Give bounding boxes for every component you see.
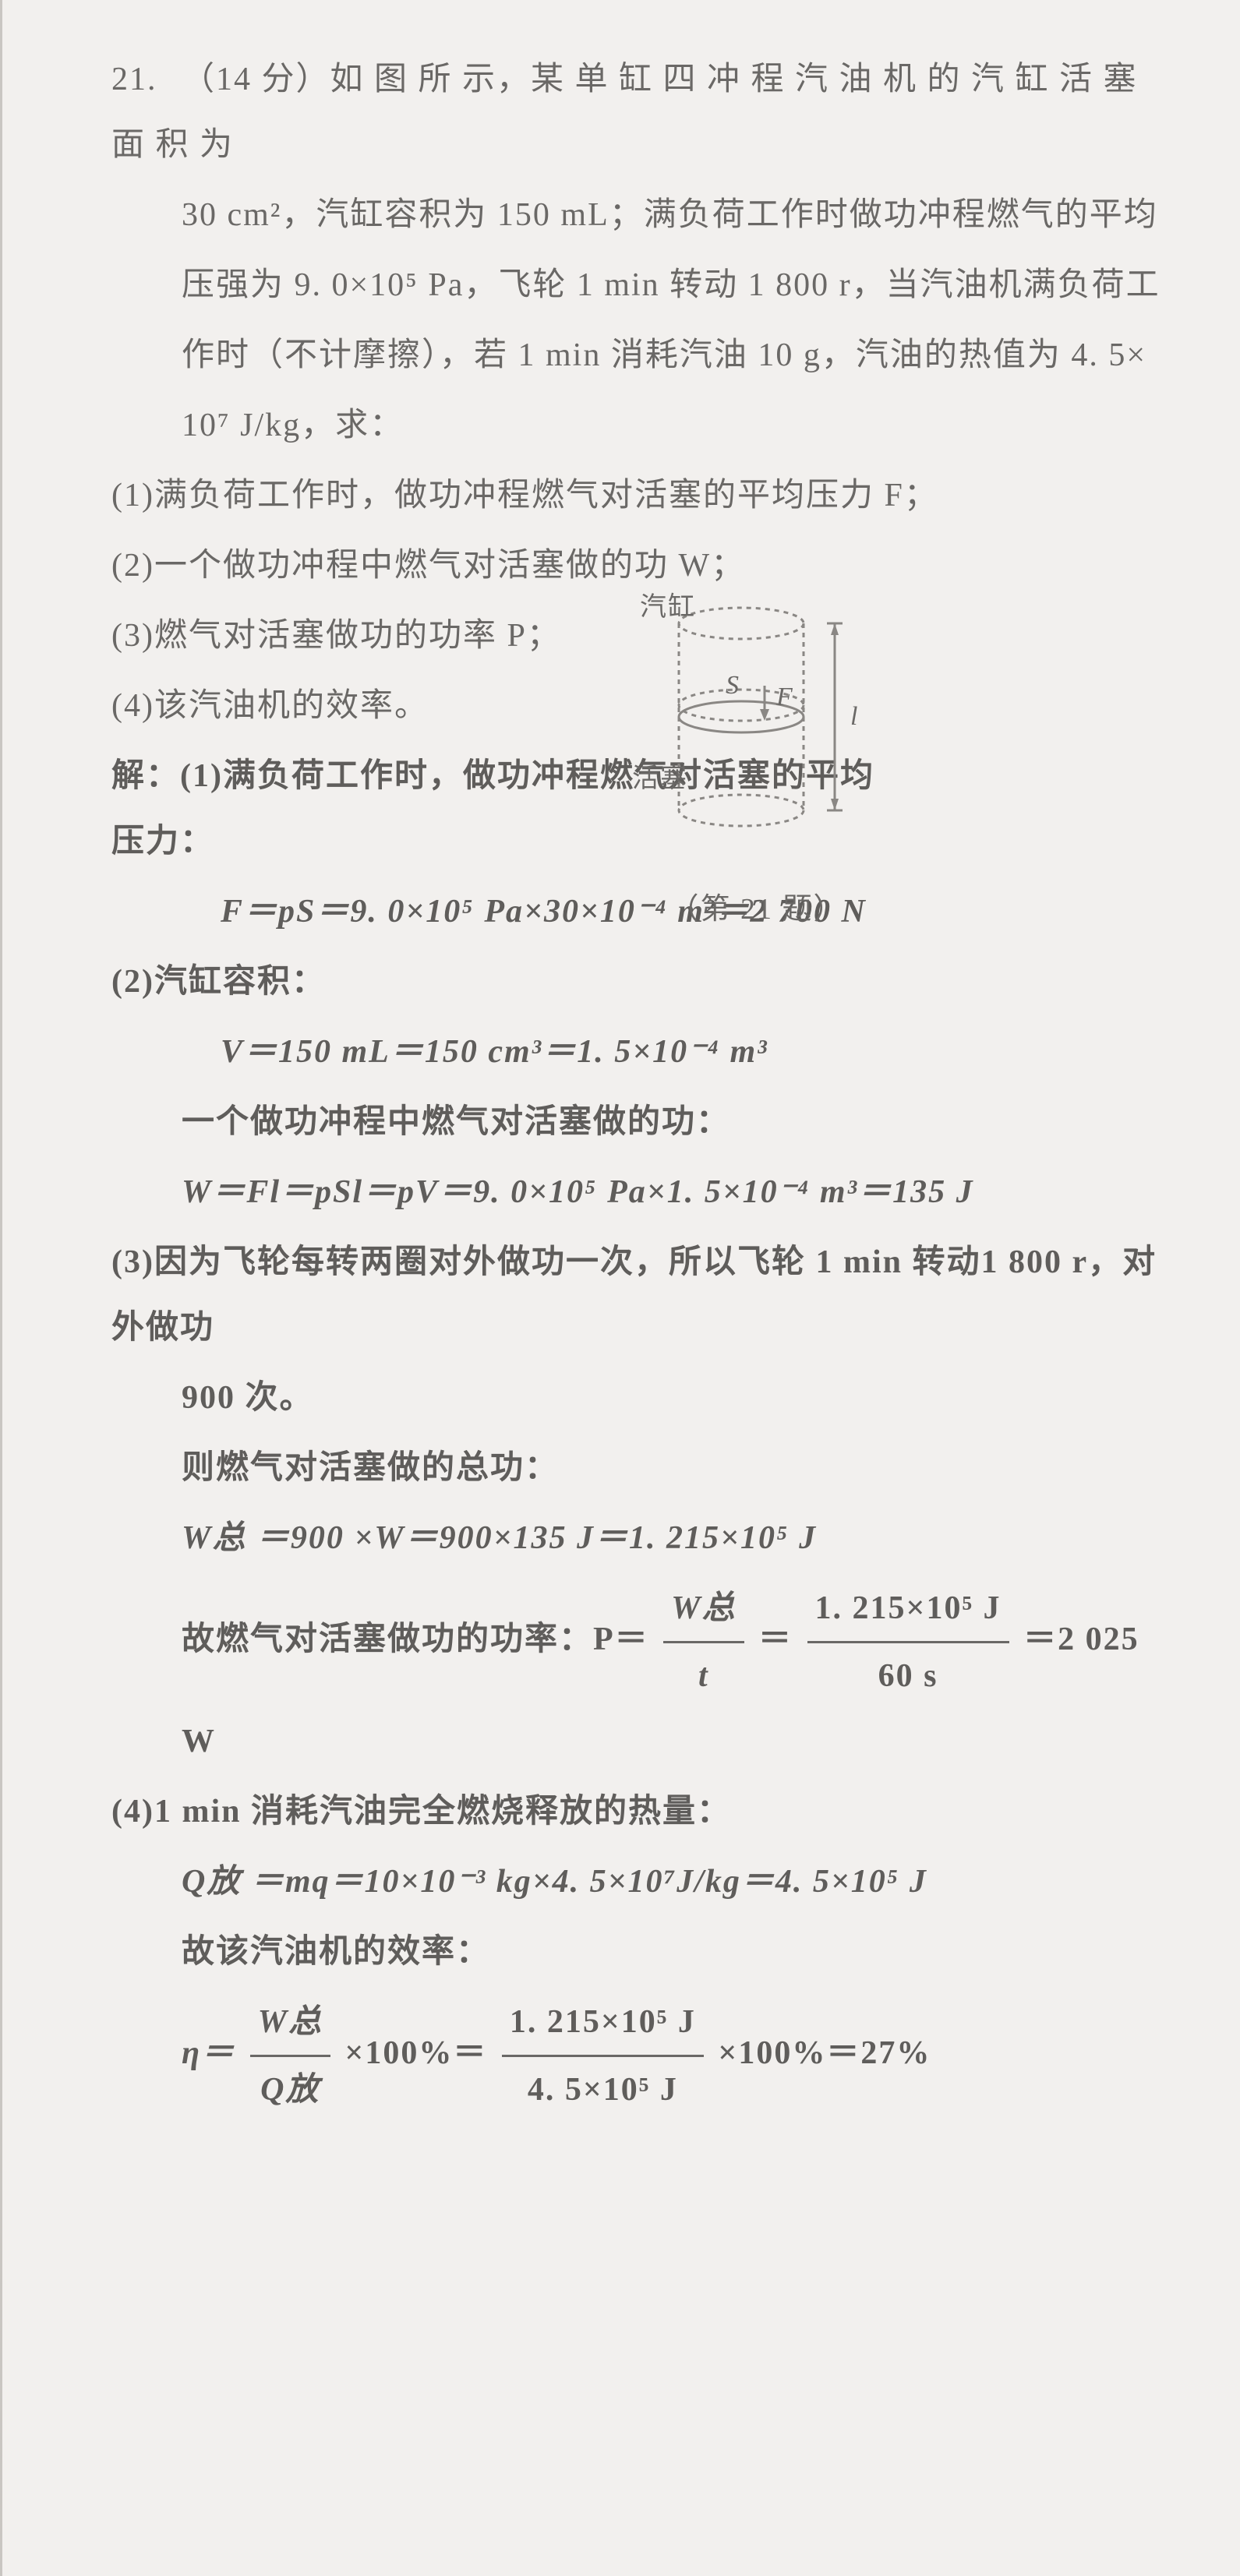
stem-l5: 10⁷ J/kg，求： xyxy=(111,393,1178,458)
frac-den: t xyxy=(663,1643,744,1709)
fraction-eff-value: 1. 215×10⁵ J 4. 5×10⁵ J xyxy=(502,1989,704,2123)
fraction-w-over-t: W总 t xyxy=(663,1576,744,1709)
solution-2-head: (2)汽缸容积： xyxy=(111,949,1178,1015)
fraction-w-over-q: W总 Q放 xyxy=(250,1989,330,2123)
s3-mid: ＝ xyxy=(758,1621,793,1657)
s3-eq1-text: W总 ＝900 ×W＝900×135 J＝1. 215×10⁵ J xyxy=(182,1520,817,1556)
solution-3-text1b: 900 次。 xyxy=(111,1365,1178,1431)
frac-num: W总 xyxy=(663,1576,744,1643)
label-cylinder: 汽缸 xyxy=(640,592,696,622)
stem-l2: 30 cm²，汽缸容积为 150 mL；满负荷工作时做功冲程燃气的平均 xyxy=(111,182,1178,248)
solution-2-text: 一个做功冲程中燃气对活塞做的功： xyxy=(111,1089,1178,1155)
solution-3-text2: 则燃气对活塞做的总功： xyxy=(111,1435,1178,1501)
question-line-1: 21.（14 分）如 图 所 示，某 单 缸 四 冲 程 汽 油 机 的 汽 缸… xyxy=(111,47,1178,178)
solution-4-text1: (4)1 min 消耗汽油完全燃烧释放的热量： xyxy=(111,1779,1178,1844)
label-f: F xyxy=(775,683,794,711)
solution-3-eq1: W总 ＝900 ×W＝900×135 J＝1. 215×10⁵ J xyxy=(111,1505,1178,1571)
s2-eq2-text: W＝Fl＝pSl＝pV＝9. 0×10⁵ Pa×1. 5×10⁻⁴ m³＝135… xyxy=(182,1174,974,1210)
frac4-num: 1. 215×10⁵ J xyxy=(502,1989,704,2057)
figure-caption: （第 21 题） xyxy=(624,880,889,939)
cylinder-diagram: 汽缸 活塞 S F l xyxy=(624,592,889,842)
subquestion-1: (1)满负荷工作时，做功冲程燃气对活塞的平均压力 F； xyxy=(111,463,1178,528)
frac2-den: 60 s xyxy=(807,1643,1009,1709)
solution-4-eq1: Q放 ＝mq＝10×10⁻³ kg×4. 5×10⁷J/kg＝4. 5×10⁵ … xyxy=(111,1849,1178,1914)
question-number: 21. xyxy=(111,47,182,112)
frac4-den: 4. 5×10⁵ J xyxy=(502,2057,704,2123)
frac3-den: Q放 xyxy=(250,2057,330,2123)
solution-4-eq2: η＝ W总 Q放 ×100%＝ 1. 215×10⁵ J 4. 5×10⁵ J … xyxy=(111,1989,1178,2123)
solution-3-eq2: 故燃气对活塞做功的功率：P＝ W总 t ＝ 1. 215×10⁵ J 60 s … xyxy=(111,1576,1178,1774)
solution-2-eq1: V＝150 mL＝150 cm³＝1. 5×10⁻⁴ m³ xyxy=(111,1019,1178,1085)
solution-3-text1: (3)因为飞轮每转两圈对外做功一次，所以飞轮 1 min 转动1 800 r，对… xyxy=(111,1230,1178,1360)
subquestion-2: (2)一个做功冲程中燃气对活塞做的功 W； xyxy=(111,533,1178,598)
label-l: l xyxy=(850,702,859,731)
label-piston: 活塞 xyxy=(632,764,688,793)
figure-block: 汽缸 活塞 S F l （第 21 题） xyxy=(624,592,1170,939)
solution-4-text2: 故该汽油机的效率： xyxy=(111,1919,1178,1985)
fraction-value: 1. 215×10⁵ J 60 s xyxy=(807,1576,1009,1709)
s4-post: ×100%＝27% xyxy=(718,2035,931,2071)
s4-eta: η＝ xyxy=(182,2035,235,2071)
frac2-num: 1. 215×10⁵ J xyxy=(807,1576,1009,1643)
s4-mid1: ×100%＝ xyxy=(344,2035,487,2071)
frac3-num: W总 xyxy=(250,1989,330,2057)
stem-l3: 压强为 9. 0×10⁵ Pa，飞轮 1 min 转动 1 800 r，当汽油机… xyxy=(111,252,1178,318)
page: 汽缸 活塞 S F l （第 21 题） 21.（14 分）如 图 所 示，某 … xyxy=(0,0,1240,2576)
solution-2-eq2: W＝Fl＝pSl＝pV＝9. 0×10⁵ Pa×1. 5×10⁻⁴ m³＝135… xyxy=(111,1159,1178,1225)
s2-eq1-text: V＝150 mL＝150 cm³＝1. 5×10⁻⁴ m³ xyxy=(221,1034,768,1070)
stem-l4: 作时（不计摩擦），若 1 min 消耗汽油 10 g，汽油的热值为 4. 5× xyxy=(111,323,1178,388)
s3-pre: 故燃气对活塞做功的功率：P＝ xyxy=(182,1621,649,1657)
s4-eq1-text: Q放 ＝mq＝10×10⁻³ kg×4. 5×10⁷J/kg＝4. 5×10⁵ … xyxy=(182,1864,927,1900)
label-s: S xyxy=(726,671,740,700)
question-points: （14 分） xyxy=(182,62,330,97)
